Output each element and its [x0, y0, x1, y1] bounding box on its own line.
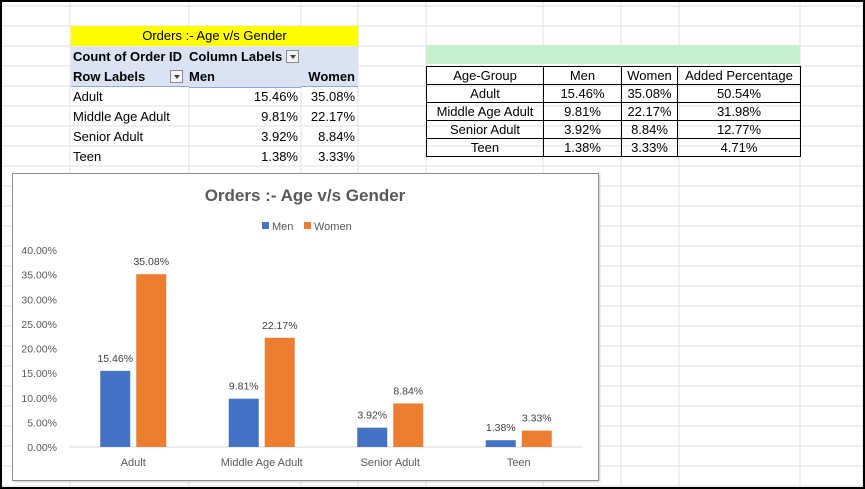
age-group-table: Age-Group Men Women Added Percentage Adu… [426, 66, 801, 157]
table-row: Adult 15.46% 35.08% 50.54% [426, 84, 801, 103]
bar-women [521, 430, 552, 447]
age-group-cell: Middle Age Adult [426, 102, 544, 121]
bar-men [228, 398, 259, 447]
men-cell: 15.46% [543, 84, 622, 103]
y-tick-label: 30.00% [21, 294, 57, 306]
x-tick-label: Senior Adult [361, 457, 420, 469]
bar-chart: Orders :- Age v/s Gender Men Women 0.00% 5.0… [21, 186, 583, 469]
legend-swatch-women [304, 222, 311, 229]
pivot-row-label: Senior Adult [73, 129, 144, 144]
data-label: 8.84% [393, 385, 423, 397]
pivot-row-labels: Row Labels [71, 67, 189, 87]
bar-men [357, 427, 388, 447]
y-tick-label: 20.00% [21, 344, 57, 356]
women-cell: 8.84% [621, 120, 678, 139]
pivot-col-women: Women [301, 67, 358, 87]
header-women: Women [621, 66, 678, 85]
pivot-men-value: 3.92% [261, 129, 298, 144]
data-label: 9.81% [229, 381, 259, 393]
pivot-women-value: 35.08% [310, 89, 355, 104]
bar-men [485, 440, 516, 447]
table-row: Senior Adult 3.92% 8.84% 12.77% [426, 120, 801, 139]
table-header-row: Age-Group Men Women Added Percentage [426, 66, 801, 85]
header-added-percentage: Added Percentage [677, 66, 801, 85]
pivot-column-labels: Column Labels [189, 47, 358, 67]
pivot-men-value: 15.46% [253, 89, 298, 104]
chart-title: Orders :- Age v/s Gender [205, 186, 406, 205]
y-tick-label: 10.00% [21, 393, 57, 405]
age-group-cell: Senior Adult [426, 120, 544, 139]
x-tick-label: Middle Age Adult [221, 457, 303, 469]
added-percentage-cell: 4.71% [677, 138, 801, 157]
men-cell: 3.92% [543, 120, 622, 139]
table-row: Teen 1.38% 3.33% 4.71% [426, 138, 801, 157]
bar-women [264, 337, 295, 447]
data-label: 1.38% [486, 422, 516, 434]
x-tick-label: Adult [121, 457, 146, 469]
chart-object[interactable]: Orders :- Age v/s Gender Men Women 0.00% 5.0… [12, 173, 599, 481]
added-percentage-cell: 50.54% [677, 84, 801, 103]
y-tick-label: 35.00% [21, 270, 57, 282]
legend-label-women: Women [314, 221, 352, 233]
y-tick-label: 25.00% [21, 319, 57, 331]
column-labels-filter-button[interactable] [286, 50, 299, 63]
pivot-col-men: Men [189, 67, 301, 88]
table-row: Middle Age Adult 9.81% 22.17% 31.98% [426, 102, 801, 121]
pivot-men-value: 1.38% [261, 149, 298, 164]
legend-swatch-men [262, 222, 269, 229]
header-men: Men [543, 66, 622, 85]
y-tick-label: 5.00% [27, 417, 57, 429]
row-labels-filter-button[interactable] [170, 70, 183, 83]
bar-men [100, 370, 131, 447]
pivot-men-value: 9.81% [261, 109, 298, 124]
pivot-women-value: 22.17% [310, 109, 355, 124]
pivot-women-value: 8.84% [318, 129, 355, 144]
pivot-row-label: Middle Age Adult [73, 109, 170, 124]
pivot-count-label: Count of Order ID [71, 47, 189, 67]
women-cell: 35.08% [621, 84, 678, 103]
men-cell: 1.38% [543, 138, 622, 157]
highlighted-cell-range [426, 45, 800, 64]
added-percentage-cell: 31.98% [677, 102, 801, 121]
data-label: 3.92% [357, 410, 387, 422]
women-cell: 3.33% [621, 138, 678, 157]
bar-women [393, 403, 424, 447]
data-label: 22.17% [262, 320, 298, 332]
y-tick-label: 15.00% [21, 368, 57, 380]
men-cell: 9.81% [543, 102, 622, 121]
y-tick-label: 40.00% [21, 245, 57, 257]
pivot-row-label: Teen [73, 149, 102, 164]
pivot-title: Orders :- Age v/s Gender [71, 26, 358, 46]
data-label: 3.33% [522, 413, 552, 425]
bar-women [136, 274, 167, 447]
pivot-women-value: 3.33% [318, 149, 355, 164]
y-tick-label: 0.00% [27, 442, 57, 454]
age-group-cell: Teen [426, 138, 544, 157]
legend-label-men: Men [272, 221, 293, 233]
data-label: 15.46% [97, 353, 133, 365]
age-group-cell: Adult [426, 84, 544, 103]
pivot-row-label: Adult [73, 89, 103, 104]
women-cell: 22.17% [621, 102, 678, 121]
added-percentage-cell: 12.77% [677, 120, 801, 139]
x-tick-label: Teen [507, 457, 531, 469]
data-label: 35.08% [133, 256, 169, 268]
header-age-group: Age-Group [426, 66, 544, 85]
